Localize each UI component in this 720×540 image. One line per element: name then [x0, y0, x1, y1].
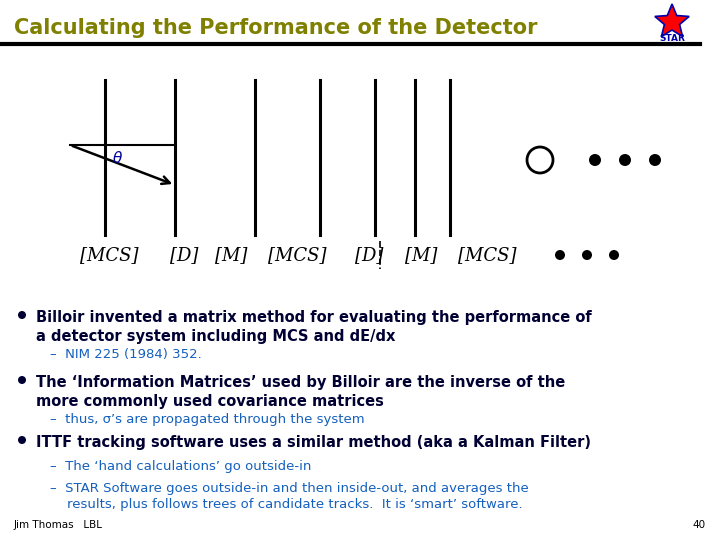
Text: –  The ‘hand calculations’ go outside-in: – The ‘hand calculations’ go outside-in: [50, 460, 311, 473]
Text: [MCS]: [MCS]: [80, 246, 138, 264]
Circle shape: [18, 311, 26, 319]
Circle shape: [582, 250, 592, 260]
Text: $\theta$: $\theta$: [112, 150, 124, 166]
Text: [MCS]: [MCS]: [268, 246, 326, 264]
Circle shape: [18, 376, 26, 384]
Circle shape: [555, 250, 565, 260]
Text: –  STAR Software goes outside-in and then inside-out, and averages the
    resul: – STAR Software goes outside-in and then…: [50, 482, 528, 511]
Text: [MCS]: [MCS]: [458, 246, 516, 264]
Text: –  NIM 225 (1984) 352.: – NIM 225 (1984) 352.: [50, 348, 202, 361]
Text: Jim Thomas   LBL: Jim Thomas LBL: [14, 520, 103, 530]
Circle shape: [589, 154, 601, 166]
Circle shape: [619, 154, 631, 166]
Text: Calculating the Performance of the Detector: Calculating the Performance of the Detec…: [14, 18, 538, 38]
Text: [D]: [D]: [355, 246, 383, 264]
Text: STAR: STAR: [659, 34, 685, 43]
Circle shape: [18, 436, 26, 444]
Text: [M]: [M]: [405, 246, 437, 264]
Text: [M]: [M]: [215, 246, 248, 264]
Text: 40: 40: [693, 520, 706, 530]
Text: Billoir invented a matrix method for evaluating the performance of
a detector sy: Billoir invented a matrix method for eva…: [36, 310, 592, 343]
Circle shape: [649, 154, 661, 166]
Circle shape: [609, 250, 619, 260]
Text: [D]: [D]: [170, 246, 199, 264]
Polygon shape: [655, 4, 689, 37]
Text: –  thus, σ’s are propagated through the system: – thus, σ’s are propagated through the s…: [50, 413, 364, 426]
Text: The ‘Information Matrices’ used by Billoir are the inverse of the
more commonly : The ‘Information Matrices’ used by Billo…: [36, 375, 565, 409]
Text: ITTF tracking software uses a similar method (aka a Kalman Filter): ITTF tracking software uses a similar me…: [36, 435, 591, 450]
